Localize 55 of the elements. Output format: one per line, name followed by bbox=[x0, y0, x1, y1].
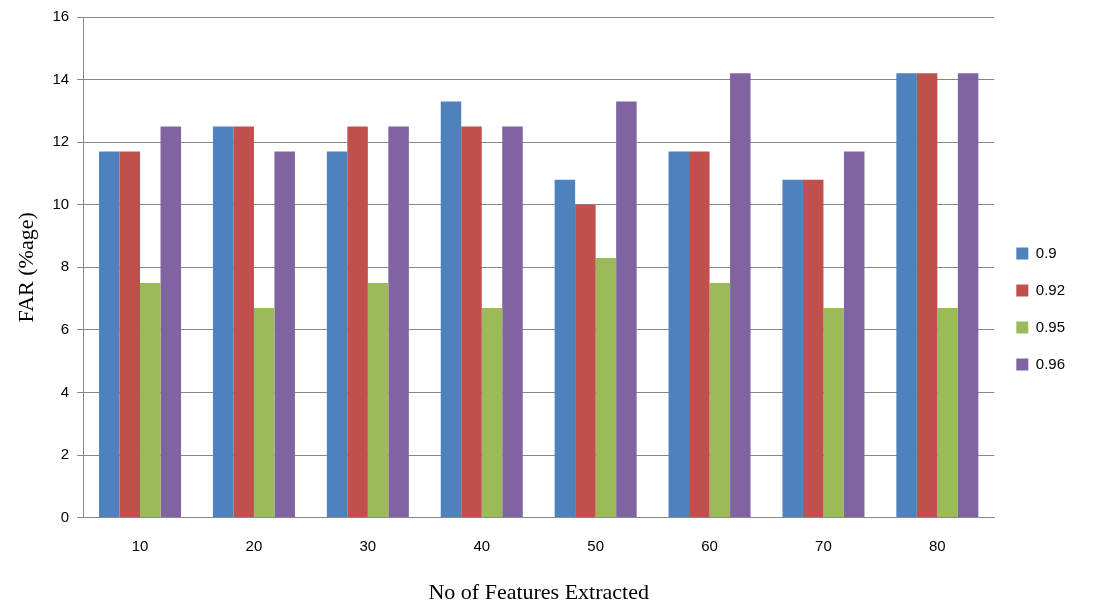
legend-label: 0.92 bbox=[1035, 280, 1066, 298]
bar bbox=[916, 73, 938, 518]
bar bbox=[347, 126, 368, 518]
bar bbox=[212, 126, 234, 518]
bar bbox=[119, 151, 141, 518]
y-tick-label: 2 bbox=[60, 445, 70, 463]
y-tick-label: 14 bbox=[52, 69, 70, 87]
bar bbox=[388, 126, 409, 518]
bar bbox=[668, 151, 690, 518]
bar bbox=[896, 73, 917, 518]
bar bbox=[730, 73, 751, 518]
x-tick-label: 10 bbox=[131, 536, 149, 554]
bar bbox=[802, 179, 824, 518]
bar bbox=[575, 204, 596, 518]
bar bbox=[233, 126, 254, 518]
y-axis-title: FAR (%age) bbox=[12, 212, 38, 323]
bar bbox=[823, 307, 844, 518]
bar bbox=[782, 179, 803, 518]
y-tick-label: 8 bbox=[60, 257, 70, 275]
legend-label: 0.95 bbox=[1035, 317, 1066, 335]
bar bbox=[502, 126, 523, 518]
legend-label: 0.96 bbox=[1035, 354, 1066, 372]
x-tick-label: 30 bbox=[359, 536, 377, 554]
x-axis-title: No of Features Extracted bbox=[428, 578, 649, 604]
y-tick-label: 10 bbox=[52, 194, 70, 212]
bar bbox=[689, 151, 710, 518]
bar bbox=[481, 307, 503, 518]
bar bbox=[843, 151, 865, 518]
bar bbox=[253, 307, 275, 518]
y-tick-label: 6 bbox=[60, 320, 70, 338]
bar bbox=[937, 307, 958, 518]
bar bbox=[709, 282, 731, 518]
legend-label: 0.9 bbox=[1035, 243, 1057, 261]
bar bbox=[554, 179, 576, 518]
x-tick-label: 40 bbox=[473, 536, 491, 554]
bar bbox=[274, 151, 295, 518]
bar bbox=[957, 73, 979, 518]
x-tick-label: 80 bbox=[929, 536, 946, 554]
bar bbox=[461, 126, 482, 518]
x-tick-label: 50 bbox=[587, 536, 604, 554]
x-tick-label: 70 bbox=[815, 536, 832, 554]
y-tick-label: 16 bbox=[52, 7, 70, 25]
bar bbox=[99, 151, 120, 518]
x-tick-label: 20 bbox=[245, 536, 263, 554]
bar bbox=[140, 282, 161, 518]
bar bbox=[326, 151, 348, 518]
x-tick-label: 60 bbox=[701, 536, 718, 554]
bar bbox=[595, 257, 617, 518]
y-tick-label: 0 bbox=[60, 507, 70, 525]
bar bbox=[440, 101, 462, 518]
bar bbox=[367, 282, 389, 518]
bar bbox=[616, 101, 637, 518]
y-tick-label: 4 bbox=[60, 382, 70, 400]
y-tick-label: 12 bbox=[52, 132, 70, 150]
bar bbox=[160, 126, 182, 518]
